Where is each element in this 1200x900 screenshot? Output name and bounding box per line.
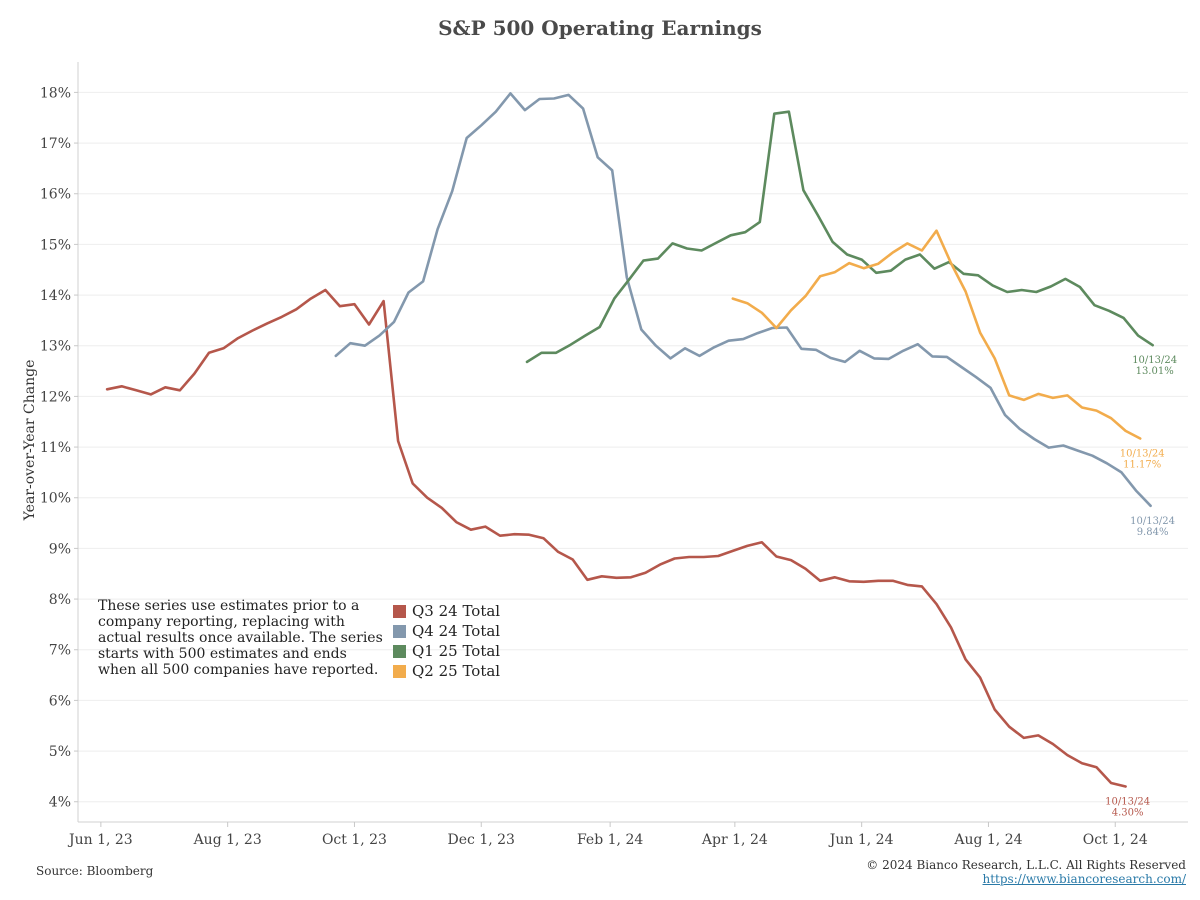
- source-text: Source: Bloomberg: [36, 864, 154, 878]
- x-axis-ticks: Jun 1, 23 Aug 1, 23 Oct 1, 23 Dec 1, 23 Feb …: [67, 822, 1148, 848]
- end-label: 11.17%: [1123, 459, 1161, 470]
- series-line-q3-24-total: [105, 288, 1127, 788]
- y-tick-label: 18%: [40, 85, 71, 101]
- end-label: 10/13/24: [1132, 355, 1177, 366]
- end-label: 13.01%: [1136, 366, 1174, 377]
- x-tick-label: Aug 1, 24: [953, 832, 1022, 848]
- series-line-q2-25-total: [731, 229, 1142, 440]
- series-lines: [105, 92, 1154, 788]
- series-line-q4-24-total: [334, 92, 1152, 508]
- x-tick-label: Oct 1, 23: [322, 832, 387, 848]
- legend-swatch: [393, 624, 406, 638]
- chart-note: These series use estimates prior to a co…: [98, 598, 383, 678]
- y-tick-label: 6%: [49, 693, 71, 709]
- y-tick-label: 15%: [40, 237, 71, 253]
- legend-swatch: [393, 664, 406, 678]
- y-tick-label: 8%: [49, 592, 71, 608]
- x-tick-label: Aug 1, 23: [193, 832, 262, 848]
- legend-label: Q4 24 Total: [412, 622, 501, 640]
- end-label: 9.84%: [1137, 527, 1169, 538]
- x-tick-label: Feb 1, 24: [577, 832, 643, 848]
- legend-item-q4-24[interactable]: Q4 24 Total: [393, 621, 500, 641]
- y-tick-label: 13%: [40, 339, 71, 355]
- website-link[interactable]: https://www.biancoresearch.com/: [982, 872, 1186, 886]
- y-tick-label: 9%: [49, 541, 71, 557]
- end-label: 10/13/24: [1130, 516, 1175, 527]
- y-axis-ticks: 4% 5% 6% 7% 8% 9% 10% 11% 12% 13% 14% 15% 16% 17% 18%: [40, 85, 78, 811]
- x-tick-label: Jun 1, 24: [828, 832, 894, 848]
- chart-axes: [77, 62, 1188, 823]
- x-tick-label: Apr 1, 24: [701, 832, 768, 848]
- copyright-text: © 2024 Bianco Research, L.L.C. All Right…: [866, 858, 1186, 872]
- y-tick-label: 10%: [40, 491, 71, 507]
- y-tick-label: 17%: [40, 136, 71, 152]
- series-line-q1-25-total: [525, 110, 1154, 364]
- end-labels: 10/13/244.30%10/13/249.84%10/13/2413.01%…: [1105, 355, 1177, 818]
- x-tick-label: Jun 1, 23: [67, 832, 133, 848]
- x-tick-label: Dec 1, 23: [448, 832, 515, 848]
- x-tick-label: Oct 1, 24: [1083, 832, 1148, 848]
- legend: Q3 24 Total Q4 24 Total Q1 25 Total Q2 2…: [393, 601, 500, 681]
- legend-swatch: [393, 644, 406, 658]
- legend-label: Q1 25 Total: [412, 642, 501, 660]
- end-label: 10/13/24: [1105, 797, 1150, 808]
- legend-label: Q3 24 Total: [412, 602, 501, 620]
- legend-label: Q2 25 Total: [412, 662, 501, 680]
- chart-title: S&P 500 Operating Earnings: [438, 16, 762, 40]
- grid-lines: [78, 91, 1188, 803]
- y-tick-label: 12%: [40, 389, 71, 405]
- y-tick-label: 11%: [40, 440, 71, 456]
- end-label: 10/13/24: [1120, 448, 1165, 459]
- y-tick-label: 4%: [49, 795, 71, 811]
- legend-item-q2-25[interactable]: Q2 25 Total: [393, 661, 500, 681]
- legend-item-q1-25[interactable]: Q1 25 Total: [393, 641, 500, 661]
- legend-swatch: [393, 604, 406, 618]
- y-tick-label: 14%: [40, 288, 71, 304]
- y-tick-label: 5%: [49, 744, 71, 760]
- y-tick-label: 7%: [49, 643, 71, 659]
- y-tick-label: 16%: [40, 187, 71, 203]
- legend-item-q3-24[interactable]: Q3 24 Total: [393, 601, 500, 621]
- end-label: 4.30%: [1112, 808, 1144, 819]
- y-axis-label: Year-over-Year Change: [22, 359, 38, 521]
